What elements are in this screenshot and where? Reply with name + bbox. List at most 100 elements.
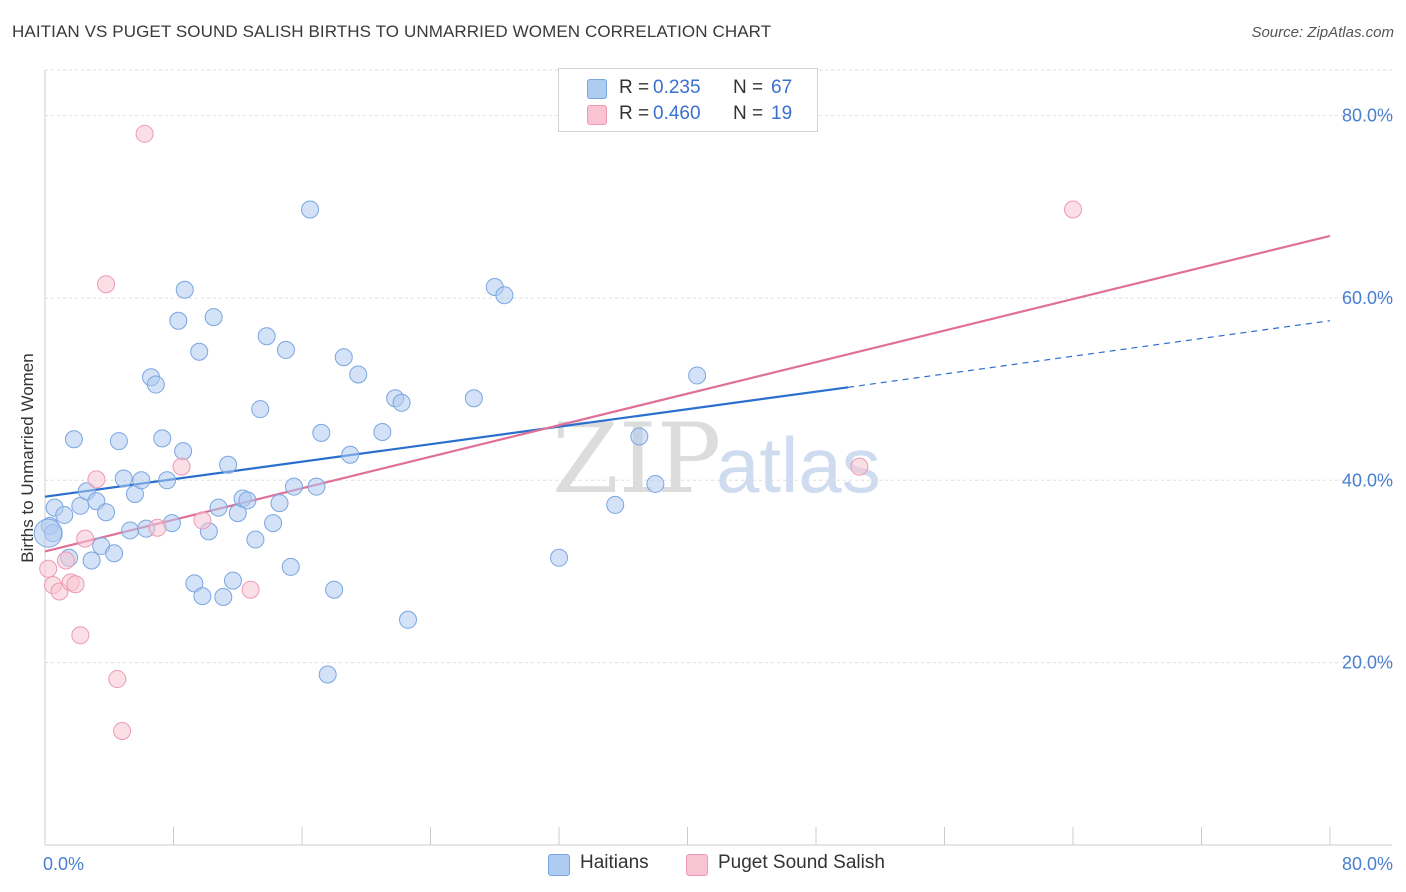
legend-r-label: R = [619, 103, 650, 124]
haitian-point [630, 427, 649, 446]
haitian-point [158, 471, 177, 490]
puget-trend-line [44, 234, 1331, 553]
haitian-point [307, 477, 326, 496]
source-label: Source: ZipAtlas.com [1251, 24, 1394, 41]
haitian-point [495, 286, 514, 305]
puget-point [71, 626, 90, 645]
puget-point [850, 457, 869, 476]
haitian-point [246, 530, 265, 549]
bottom-swatch-haitians [548, 854, 570, 876]
haitian-point [219, 455, 238, 474]
haitian-point [132, 471, 151, 490]
haitian-point [175, 280, 194, 299]
haitian-point [97, 503, 116, 522]
legend-n-label: N = [733, 77, 764, 98]
haitian-point [193, 587, 212, 606]
legend-r-value: 0.460 [653, 103, 701, 124]
haitian-point [325, 580, 344, 599]
haitian-point [464, 389, 483, 408]
puget-point [87, 470, 106, 489]
puget-point [56, 551, 75, 570]
y-tick-label: 40.0% [1342, 470, 1393, 490]
haitian-point [174, 442, 193, 461]
puget-point [113, 722, 132, 741]
legend-n-value: 67 [771, 77, 793, 98]
stats-legend: R = 0.235 N = 67 R = 0.460 N = 19 [558, 68, 818, 132]
haitian-point [214, 588, 233, 606]
haitian-point [318, 665, 337, 684]
legend-r-value: 0.235 [653, 77, 701, 98]
haitian-point [334, 348, 353, 367]
bottom-legend-label: Haitians [580, 852, 649, 873]
gridlines [45, 69, 1392, 664]
haitian-point [284, 477, 303, 496]
haitian-point [276, 340, 295, 359]
legend-n-label: N = [733, 103, 764, 124]
haitian-point [373, 422, 392, 441]
haitian-point [550, 548, 568, 567]
watermark-zip: ZIP [552, 403, 721, 515]
haitian-point [688, 366, 707, 385]
haitian-point [341, 445, 360, 464]
puget-point [172, 457, 191, 476]
haitian-point [238, 491, 257, 510]
haitian-trend-extension [848, 320, 1331, 388]
y-tick-label: 80.0% [1342, 106, 1393, 126]
haitian-point [190, 342, 209, 361]
puget-point [39, 559, 58, 578]
haitian-point [251, 400, 270, 419]
y-tick-label: 20.0% [1342, 653, 1393, 673]
legend-n-value: 19 [771, 103, 793, 124]
haitian-point [105, 544, 124, 563]
puget-point [1064, 200, 1082, 219]
haitian-point [606, 495, 625, 514]
x-tick-label: 80.0% [1342, 854, 1393, 874]
axes [44, 70, 1392, 846]
haitian-point [109, 432, 128, 451]
haitian-point [33, 518, 63, 548]
y-tick-label: 60.0% [1342, 288, 1393, 308]
haitian-point [185, 574, 204, 593]
haitian-point [349, 365, 368, 384]
haitian-point [114, 469, 133, 488]
haitian-point [270, 494, 289, 513]
haitian-point [257, 327, 276, 346]
haitian-point [209, 498, 228, 517]
haitian-point [204, 308, 223, 327]
haitian-point [55, 505, 74, 524]
haitian-point [301, 200, 320, 219]
haitian-point [392, 393, 411, 412]
puget-point [97, 275, 116, 294]
puget-point [148, 518, 167, 537]
haitian-point [223, 571, 242, 590]
haitian-point [312, 423, 331, 442]
haitian-point [169, 311, 188, 330]
haitian-point [64, 430, 83, 449]
legend-swatch-haitians [587, 79, 607, 99]
y-axis-label: Births to Unmarried Women [18, 353, 37, 562]
haitian-trend-line [44, 386, 849, 498]
haitian-point [264, 514, 283, 533]
haitian-point [146, 375, 165, 394]
haitian-point [121, 521, 140, 540]
puget-point [108, 670, 127, 689]
chart-title: HAITIAN VS PUGET SOUND SALISH BIRTHS TO … [12, 22, 772, 41]
haitian-point [82, 551, 101, 570]
haitian-point [153, 429, 172, 448]
puget-point [135, 124, 154, 143]
haitian-point [399, 610, 418, 629]
watermark: ZIP atlas [552, 403, 881, 515]
haitian-point [646, 474, 665, 493]
x-tick-label: 0.0% [43, 854, 84, 874]
puget-point [66, 575, 85, 594]
tick-labels: 20.0% 40.0% 60.0% 80.0% 0.0% 80.0% Births to U… [18, 106, 1393, 874]
bottom-swatch-puget [686, 854, 708, 876]
points [33, 124, 1082, 741]
bottom-legend-label: Puget Sound Salish [718, 852, 885, 873]
legend-swatch-puget [587, 105, 607, 125]
trendlines [44, 234, 1331, 553]
puget-point [241, 580, 260, 599]
legend-r-label: R = [619, 77, 650, 98]
puget-point [193, 511, 212, 530]
